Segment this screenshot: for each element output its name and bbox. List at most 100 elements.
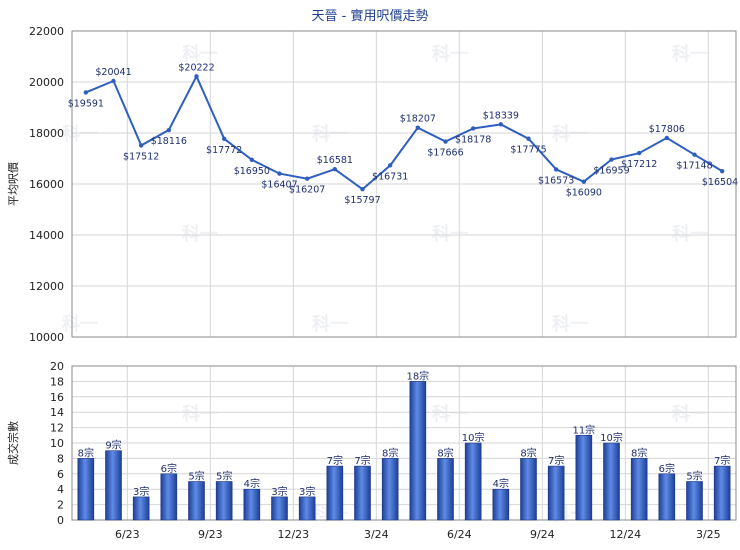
- price-point: [526, 136, 531, 141]
- price-point: [636, 150, 642, 156]
- price-point-label: $16407: [261, 180, 297, 191]
- price-point-label: $17212: [621, 159, 657, 170]
- volume-bar-label: 7宗: [714, 454, 730, 467]
- volume-bar-label: 5宗: [216, 470, 232, 483]
- price-point-label: $17666: [427, 148, 463, 159]
- watermark-text: 科一: [672, 43, 708, 65]
- volume-bar: [77, 458, 95, 521]
- price-point: [415, 125, 421, 130]
- volume-bar-labels: 8宗 9宗 3宗 6宗 5宗 5宗 4宗 3宗 3宗 7宗 7宗 8宗 18宗 8宗 10宗 4宗 8宗 7宗 11…: [78, 369, 731, 498]
- price-point: [277, 171, 282, 176]
- volume-bars: [77, 381, 731, 521]
- watermark-text: 科一: [432, 43, 468, 65]
- watermark-text: 科一: [182, 403, 218, 425]
- price-point: [83, 90, 89, 95]
- volume-y-tick-label: 8: [57, 452, 64, 465]
- volume-bar-label: 7宗: [548, 454, 564, 467]
- x-tick-label: 6/23: [115, 528, 140, 541]
- volume-bar: [713, 465, 731, 521]
- price-point-label: $16959: [593, 166, 629, 177]
- volume-bar: [188, 481, 205, 521]
- price-point-label: $17772: [206, 145, 242, 156]
- x-tick-label: 3/25: [696, 528, 721, 541]
- price-point: [581, 179, 587, 184]
- volume-bar: [492, 488, 510, 521]
- price-point: [249, 157, 255, 162]
- volume-bar-label: 8宗: [631, 446, 647, 459]
- price-y-tick-label: 10000: [29, 331, 64, 344]
- price-point-label: $17512: [123, 151, 159, 162]
- price-y-tick-label: 14000: [29, 229, 64, 242]
- volume-bar: [575, 434, 593, 521]
- watermark-text: 科一: [62, 313, 98, 335]
- price-point-label: $17148: [676, 161, 712, 172]
- price-y-tick-label: 16000: [29, 178, 64, 191]
- price-point: [498, 122, 504, 127]
- volume-bar-label: 4宗: [493, 477, 509, 490]
- price-point: [360, 186, 365, 192]
- volume-bar: [381, 458, 399, 521]
- price-point: [111, 78, 116, 84]
- price-point: [332, 166, 338, 172]
- price-point-label: $16731: [372, 171, 408, 182]
- watermark-text: 科一: [62, 123, 98, 145]
- watermark-text: 科一: [672, 223, 708, 245]
- price-point-label: $18339: [483, 110, 519, 121]
- price-point-label: $15797: [344, 195, 380, 206]
- price-point-label: $16207: [289, 185, 325, 196]
- volume-y-tick-label: 10: [50, 437, 64, 450]
- price-y-tick-label: 22000: [29, 25, 64, 38]
- volume-bar-label: 4宗: [244, 477, 260, 490]
- price-point: [138, 143, 144, 148]
- volume-bar: [132, 496, 150, 521]
- volume-bar-label: 5宗: [686, 470, 702, 483]
- volume-y-tick-label: 2: [57, 499, 64, 512]
- price-y-tick-label: 20000: [29, 76, 64, 89]
- price-point: [470, 126, 476, 131]
- price-series-line: [85, 73, 723, 191]
- volume-bar: [326, 465, 344, 521]
- volume-bar: [243, 488, 261, 521]
- x-tick-label: 6/24: [447, 528, 472, 541]
- price-grid: [72, 30, 736, 338]
- price-point-label: $16581: [317, 155, 353, 166]
- price-point: [387, 163, 393, 168]
- volume-bar: [464, 442, 482, 521]
- watermark-text: 科一: [552, 313, 588, 335]
- volume-y-tick-label: 6: [57, 468, 64, 481]
- volume-y-ticks: 0 2 4 6 8 10 12 14 16 18 20: [50, 360, 64, 527]
- volume-y-tick-label: 18: [50, 375, 64, 388]
- volume-bar-label: 9宗: [105, 439, 121, 452]
- volume-bar-label: 8宗: [437, 446, 453, 459]
- price-y-axis-label: 平均呎價: [6, 162, 20, 206]
- price-point-label: $18178: [455, 134, 491, 145]
- volume-y-tick-label: 12: [50, 422, 64, 435]
- x-tick-label: 9/24: [530, 528, 555, 541]
- price-point-label: $17775: [510, 145, 546, 156]
- volume-bar: [658, 473, 676, 521]
- price-point-label: $16090: [566, 188, 602, 199]
- volume-y-tick-label: 16: [50, 391, 64, 404]
- volume-bar: [271, 496, 288, 521]
- price-point: [304, 176, 310, 181]
- price-point: [609, 157, 614, 162]
- volume-bar: [437, 458, 454, 521]
- volume-bar-label: 6宗: [161, 462, 177, 475]
- volume-bar: [686, 481, 703, 521]
- price-point: [221, 136, 227, 142]
- volume-y-axis-label: 成交宗數: [6, 421, 20, 465]
- price-y-tick-label: 18000: [29, 127, 64, 140]
- price-y-tick-label: 12000: [29, 280, 64, 293]
- volume-bar: [520, 458, 537, 521]
- volume-bar: [105, 450, 122, 521]
- volume-bar-label: 18宗: [406, 369, 429, 382]
- volume-bar: [547, 465, 565, 521]
- volume-bar: [298, 496, 316, 521]
- volume-bar-label: 7宗: [354, 454, 370, 467]
- price-point-label: $18116: [151, 136, 187, 147]
- volume-bar: [409, 381, 427, 521]
- price-point-label: $16950: [234, 166, 270, 177]
- volume-plot-frame: [71, 365, 737, 521]
